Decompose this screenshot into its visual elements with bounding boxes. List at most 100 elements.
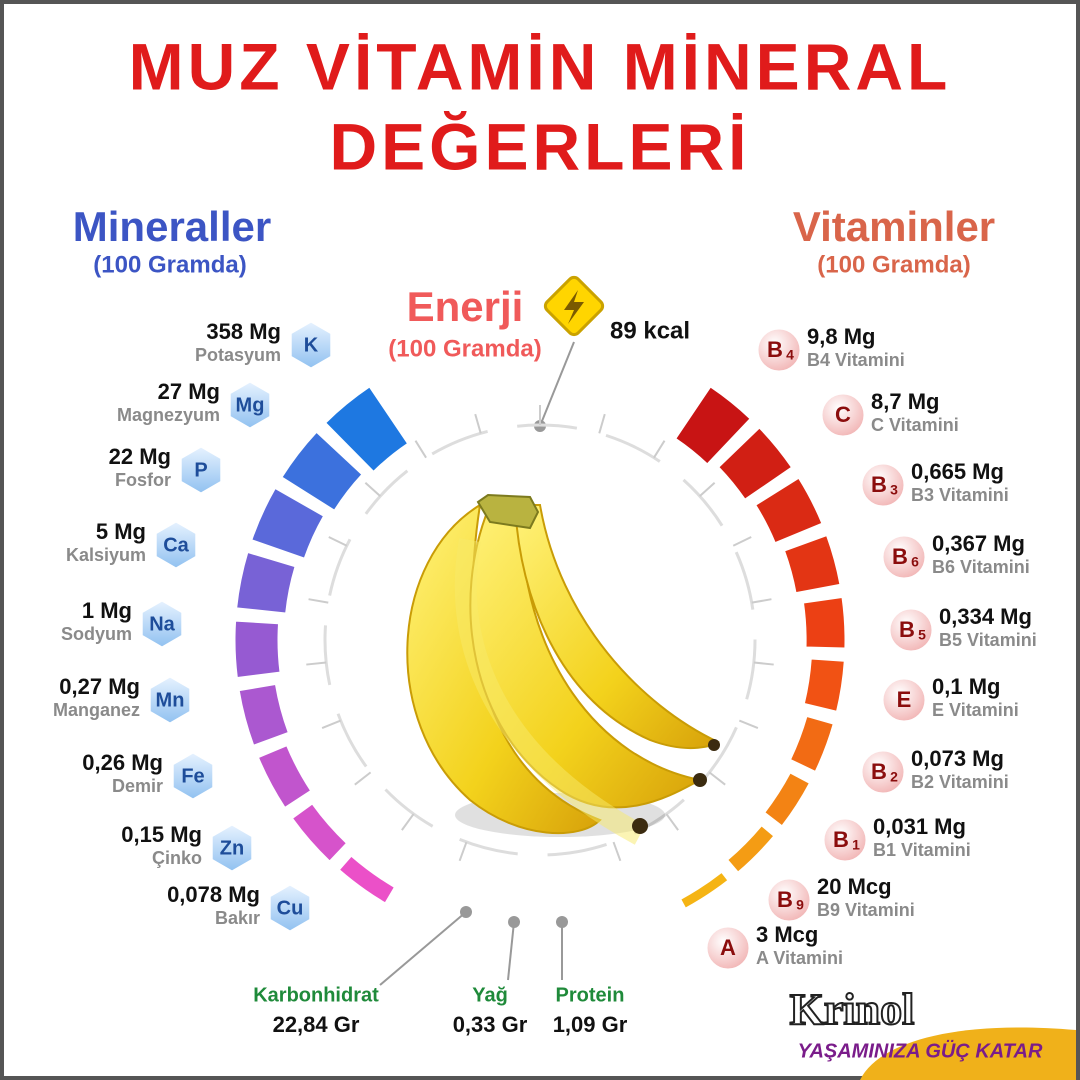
vitamin-arc (680, 871, 729, 909)
mineral-name: Fosfor (115, 470, 171, 490)
macro-value: 22,84 Gr (273, 1012, 360, 1037)
vitamin-arc (727, 825, 775, 873)
vitamin-name: B5 Vitamini (939, 630, 1037, 650)
vitamin-badge (887, 606, 935, 654)
vitamin-badge (880, 533, 928, 581)
ring-tick (738, 719, 759, 729)
mineral-symbol: Cu (277, 897, 304, 919)
vitamin-badge (859, 461, 907, 509)
mineral-amount: 0,27 Mg (59, 674, 140, 699)
mineral-amount: 5 Mg (96, 519, 146, 544)
vitamin-symbol: B (892, 544, 908, 569)
mineral-badge (153, 519, 199, 571)
ring-tick (708, 771, 726, 786)
vitamin-name: E Vitamini (932, 700, 1019, 720)
mineral-arc (281, 431, 363, 511)
mineral-arc (236, 551, 296, 614)
vitamin-symbol: B (871, 472, 887, 497)
vitamin-name: B1 Vitamini (873, 840, 971, 860)
vitamin-amount: 0,334 Mg (939, 604, 1032, 629)
mineral-name: Magnezyum (117, 405, 220, 425)
arcs (234, 386, 846, 909)
ring-tick (308, 598, 329, 604)
mineral-amount: 358 Mg (206, 319, 281, 344)
mineral-badge (288, 319, 334, 371)
macro-pointer (507, 921, 515, 981)
pointer (539, 341, 575, 427)
vitamin-amount: 0,1 Mg (932, 674, 1000, 699)
mineral-badge (170, 750, 216, 802)
vitamin-symbol: B (899, 617, 915, 642)
mineral-amount: 0,15 Mg (121, 822, 202, 847)
ring-tick (306, 661, 327, 666)
mineral-symbol: Mg (236, 394, 265, 416)
vitamin-arc (803, 658, 845, 712)
vitamins-heading: Vitaminler (793, 203, 995, 250)
macro-dot (508, 916, 520, 928)
vitamin-amount: 0,665 Mg (911, 459, 1004, 484)
title: DEĞERLERİ (329, 109, 750, 183)
mineral-amount: 22 Mg (109, 444, 171, 469)
vitamin-amount: 0,367 Mg (932, 531, 1025, 556)
mineral-badge (139, 598, 185, 650)
vitamin-name: B2 Vitamini (911, 772, 1009, 792)
vitamin-symbol: A (720, 935, 736, 960)
ring-tick (751, 598, 772, 604)
vitamin-subscript: 1 (852, 837, 860, 853)
ring-tick (354, 771, 372, 786)
ring-tick (665, 813, 679, 831)
mineral-symbol: K (304, 334, 319, 356)
ring-tick (401, 813, 415, 831)
mineral-symbol: P (194, 459, 207, 481)
vitamin-name: B6 Vitamini (932, 557, 1030, 577)
mineral-symbol: Zn (220, 837, 244, 859)
mineral-arc (251, 487, 325, 559)
mineral-amount: 27 Mg (158, 379, 220, 404)
energy-subheading: (100 Gramda) (388, 335, 541, 362)
mineral-name: Kalsiyum (66, 545, 146, 565)
ring-tick (612, 841, 622, 862)
vitamin-symbol: B (871, 759, 887, 784)
vitamin-subscript: 2 (890, 769, 898, 785)
mineral-symbol: Ca (163, 534, 189, 556)
vitamin-symbol: B (767, 337, 783, 362)
vitamin-badge (819, 391, 867, 439)
minerals-subheading: (100 Gramda) (93, 251, 246, 278)
macro-pointer (379, 911, 467, 986)
vitamin-badge (704, 924, 752, 972)
vitamin-name: B4 Vitamini (807, 350, 905, 370)
mineral-amount: 0,26 Mg (82, 750, 163, 775)
mineral-arc (257, 745, 312, 809)
vitamin-badge (755, 326, 803, 374)
vitamin-amount: 8,7 Mg (871, 389, 939, 414)
vitamin-amount: 9,8 Mg (807, 324, 875, 349)
macro-name: Protein (556, 984, 625, 1006)
ring-tick (414, 440, 427, 459)
vitamin-name: C Vitamini (871, 415, 959, 435)
macros: Karbonhidrat 22,84 Gr Yağ 0,33 Gr Protein 1,0… (253, 906, 628, 1037)
ring-tick (328, 536, 348, 547)
mineral-amount: 0,078 Mg (167, 882, 260, 907)
mineral-name: Bakır (215, 908, 260, 928)
vitamin-subscript: 5 (918, 627, 926, 643)
vitamins-subheading: (100 Gramda) (817, 251, 970, 278)
ring-tick (699, 482, 716, 497)
mineral-symbol: Mn (156, 689, 185, 711)
ring (306, 405, 774, 862)
brand-slogan: YAŞAMINIZA GÜÇ KATAR (798, 1039, 1043, 1062)
mineral-name: Manganez (53, 700, 140, 720)
vitamin-badge (765, 876, 813, 924)
mineral-name: Sodyum (61, 624, 132, 644)
macro-name: Karbonhidrat (253, 984, 379, 1006)
vitamin-arc (764, 772, 810, 827)
brand-name: Krinol (790, 985, 915, 1034)
mineral-badge (209, 822, 255, 874)
vitamin-subscript: 4 (786, 347, 794, 363)
vitamin-name: A Vitamini (756, 948, 843, 968)
minerals-heading: Mineraller (73, 203, 271, 250)
mineral-arc (325, 386, 409, 472)
ring-tick (653, 440, 666, 459)
ring-tick (732, 536, 752, 547)
macro-dot (460, 906, 472, 918)
vitamin-amount: 3 Mcg (756, 922, 818, 947)
